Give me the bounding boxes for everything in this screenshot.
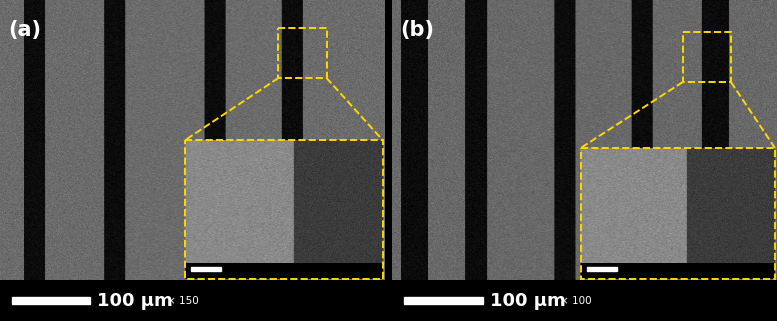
Bar (404, 297, 483, 304)
Bar (191, 267, 221, 271)
Text: × 150: × 150 (167, 296, 199, 306)
Text: 100 μm: 100 μm (97, 292, 173, 310)
Bar (580, 148, 775, 279)
Text: (a): (a) (8, 20, 41, 40)
Text: × 100: × 100 (559, 296, 591, 306)
Bar (12, 297, 90, 304)
Bar (587, 267, 617, 271)
Bar (185, 140, 382, 279)
Text: (b): (b) (400, 20, 434, 40)
Text: 100 μm: 100 μm (490, 292, 566, 310)
